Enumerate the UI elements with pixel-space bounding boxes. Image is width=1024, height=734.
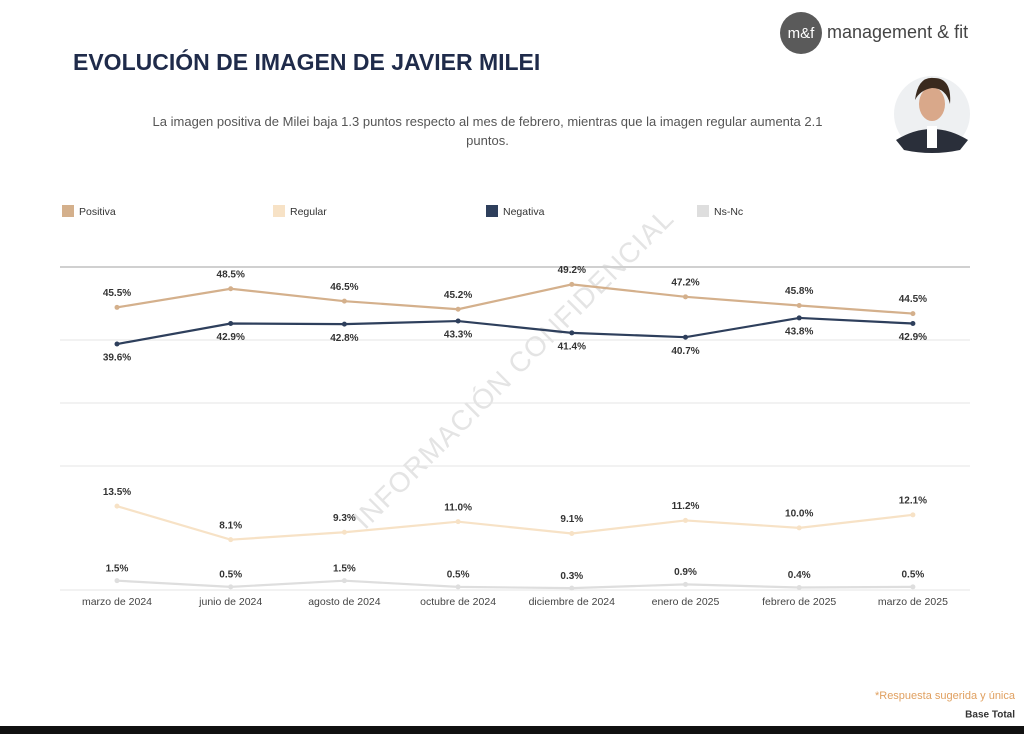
x-tick-label: junio de 2024: [198, 596, 262, 608]
data-point: [114, 341, 120, 347]
data-point: [114, 304, 120, 310]
data-label: 39.6%: [103, 353, 131, 364]
legend-swatch: [486, 205, 498, 217]
data-label: 0.5%: [447, 570, 470, 581]
data-label: 43.3%: [444, 330, 472, 341]
series-line: [116, 579, 913, 590]
data-label: 0.4%: [788, 570, 811, 581]
legend-swatch: [62, 205, 74, 217]
data-point: [228, 537, 234, 543]
chart-title: EVOLUCIÓN DE IMAGEN DE JAVIER MILEI: [73, 48, 540, 75]
data-point: [683, 581, 688, 587]
data-point: [228, 321, 234, 327]
data-label: 0.5%: [219, 570, 242, 581]
data-label: 43.8%: [785, 327, 813, 338]
data-point: [569, 330, 575, 336]
data-point: [683, 294, 688, 300]
data-label: 41.4%: [558, 341, 586, 352]
data-point: [910, 321, 916, 327]
data-label: 45.5%: [103, 288, 131, 299]
data-point: [341, 321, 347, 327]
data-label: 42.9%: [217, 332, 245, 343]
data-point: [910, 584, 916, 590]
data-point: [910, 311, 916, 317]
x-tick-label: marzo de 2025: [878, 596, 948, 608]
logo-circle: [780, 12, 822, 54]
watermark: INFORMACIÓN CONFIDENCIAL: [347, 202, 680, 535]
data-label: 8.1%: [219, 520, 242, 531]
data-point: [455, 318, 461, 324]
data-point: [341, 298, 347, 304]
data-label: 12.1%: [899, 495, 927, 506]
data-label: 9.1%: [560, 514, 583, 525]
data-point: [796, 315, 802, 321]
series-line: [116, 283, 913, 315]
data-label: 1.5%: [106, 563, 129, 574]
base-note: Base Total: [965, 710, 1015, 721]
data-label: 1.5%: [333, 563, 356, 574]
data-point: [910, 512, 916, 518]
data-point: [341, 578, 347, 584]
data-label: 40.7%: [671, 346, 699, 357]
data-label: 42.8%: [330, 333, 358, 344]
logo-mark: m&f: [788, 25, 816, 42]
legend-label: Ns-Nc: [714, 206, 743, 218]
data-label: 46.5%: [330, 282, 358, 293]
data-label: 11.0%: [444, 502, 472, 513]
data-label: 42.9%: [899, 332, 927, 343]
data-label: 0.3%: [560, 571, 583, 582]
data-label: 45.8%: [785, 286, 813, 297]
legend-swatch: [273, 205, 285, 217]
data-point: [683, 517, 688, 523]
x-tick-label: enero de 2025: [652, 596, 720, 608]
data-point: [796, 303, 802, 309]
data-point: [569, 585, 575, 591]
data-label: 0.9%: [674, 567, 697, 578]
data-point: [455, 584, 461, 590]
portrait: [894, 76, 970, 153]
data-point: [228, 584, 234, 590]
data-point: [455, 306, 461, 312]
data-label: 48.5%: [217, 269, 245, 280]
data-label: 10.0%: [785, 509, 813, 520]
x-tick-label: octubre de 2024: [420, 596, 496, 608]
x-tick-label: agosto de 2024: [308, 596, 381, 608]
legend-label: Positiva: [79, 206, 116, 218]
subtitle: La imagen positiva de Milei baja 1.3 pun…: [152, 114, 823, 148]
legend-label: Negativa: [503, 206, 545, 218]
x-tick-label: marzo de 2024: [82, 596, 152, 608]
data-label: 49.2%: [558, 265, 586, 276]
data-point: [569, 281, 575, 287]
data-label: 47.2%: [671, 277, 699, 288]
data-label: 9.3%: [333, 513, 356, 524]
data-point: [455, 519, 461, 525]
data-point: [341, 529, 347, 535]
data-point: [796, 585, 802, 591]
data-label: 13.5%: [103, 487, 131, 498]
footnote: *Respuesta sugerida y única: [875, 690, 1016, 702]
x-tick-label: febrero de 2025: [762, 596, 836, 608]
bottom-bar: [0, 726, 1024, 734]
x-tick-label: diciembre de 2024: [529, 596, 616, 608]
legend-label: Regular: [290, 206, 327, 218]
legend-swatch: [697, 205, 709, 217]
data-point: [114, 503, 120, 509]
data-point: [569, 530, 575, 536]
data-label: 45.2%: [444, 290, 472, 301]
logo-name: management & fit: [827, 22, 968, 42]
series-line: [116, 316, 913, 346]
data-point: [114, 578, 120, 584]
data-point: [683, 334, 688, 340]
data-label: 0.5%: [902, 570, 925, 581]
series-line: [116, 505, 914, 541]
data-point: [796, 525, 802, 531]
data-point: [228, 286, 234, 292]
data-label: 44.5%: [899, 294, 927, 305]
plot-frame: [60, 266, 970, 591]
data-label: 11.2%: [672, 501, 700, 512]
